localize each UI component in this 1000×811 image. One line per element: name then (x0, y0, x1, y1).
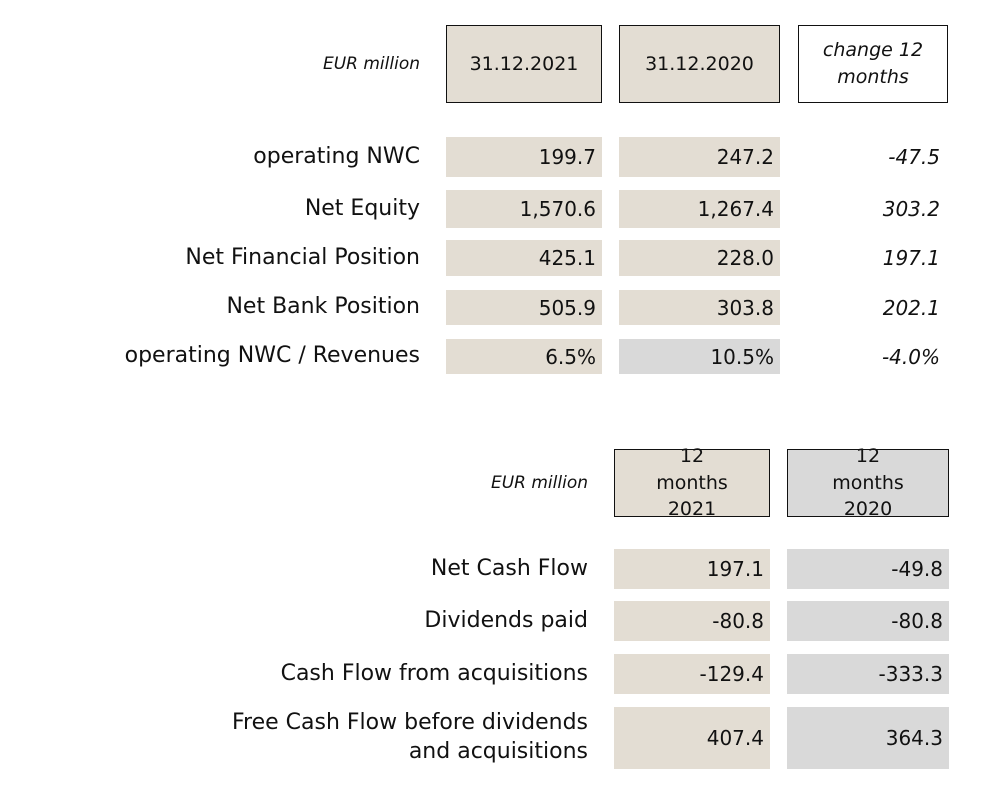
value-12m-2021: 197.1 (614, 549, 770, 589)
value-12m-2020: -49.8 (787, 549, 949, 589)
header-12m-2020: 12 months 2020 (787, 445, 949, 520)
row-label: Net Equity (304, 195, 420, 221)
unit-label-cashflow: EUR million (490, 473, 588, 493)
value-2021: 6.5% (446, 339, 602, 374)
value-12m-2021: 407.4 (614, 707, 770, 769)
value-2020: 10.5% (619, 339, 780, 374)
value-2020: 1,267.4 (619, 190, 780, 228)
row-label: Cash Flow from acquisitions (280, 660, 588, 686)
value-2021: 199.7 (446, 137, 602, 177)
row-label: Free Cash Flow before dividends and acqu… (231, 710, 588, 764)
value-2021: 425.1 (446, 240, 602, 276)
row-label: operating NWC / Revenues (124, 343, 420, 369)
value-2020: 228.0 (619, 240, 780, 276)
row-label: Net Cash Flow (430, 555, 588, 581)
value-2021: 505.9 (446, 290, 602, 325)
value-12m-2021: -80.8 (614, 601, 770, 641)
value-12m-2020: -333.3 (787, 654, 949, 694)
value-12m-2021: -129.4 (614, 654, 770, 694)
header-12m-2021: 12 months 2021 (614, 445, 770, 520)
row-label: Net Bank Position (226, 294, 420, 320)
value-change: -47.5 (888, 145, 940, 169)
value-2020: 247.2 (619, 137, 780, 177)
value-change: 303.2 (882, 197, 940, 221)
unit-label: EUR million (322, 54, 420, 74)
row-label: Net Financial Position (185, 244, 420, 270)
row-label: Dividends paid (424, 607, 588, 633)
header-2020: 31.12.2020 (619, 25, 780, 103)
value-12m-2020: -80.8 (787, 601, 949, 641)
row-label: operating NWC (253, 143, 420, 169)
value-change: -4.0% (881, 344, 940, 369)
value-2020: 303.8 (619, 290, 780, 325)
value-change: 197.1 (882, 246, 940, 270)
value-12m-2020: 364.3 (787, 707, 949, 769)
value-2021: 1,570.6 (446, 190, 602, 228)
value-change: 202.1 (882, 295, 940, 320)
header-change: change 12 months (798, 25, 948, 103)
header-2021: 31.12.2021 (446, 25, 602, 103)
